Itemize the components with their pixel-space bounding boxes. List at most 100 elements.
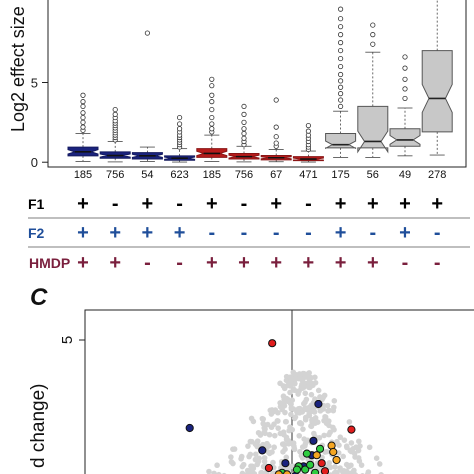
background-point (254, 461, 261, 468)
highlight-point (315, 444, 325, 453)
background-point (296, 432, 303, 439)
y-tick-label: 5 (59, 336, 76, 344)
background-point (306, 384, 312, 391)
outlier-point (177, 121, 183, 127)
background-point (277, 400, 283, 406)
box-body (325, 133, 357, 150)
background-point (216, 471, 222, 474)
box-count-label: 67 (270, 169, 282, 181)
background-point (283, 395, 290, 402)
box-count-label: 471 (299, 169, 317, 181)
background-point (348, 440, 355, 446)
outlier-point (305, 128, 311, 134)
background-point (271, 432, 278, 439)
background-point (266, 431, 273, 438)
box-9: 175 (325, 6, 357, 181)
background-point (287, 389, 293, 396)
background-point (295, 406, 302, 412)
background-point (230, 446, 236, 452)
factor-sign: - (273, 222, 280, 244)
outlier-point (80, 110, 86, 116)
factor-sign: + (77, 222, 89, 244)
background-point (343, 443, 350, 450)
outlier-point (241, 126, 247, 132)
outlier-point (402, 65, 408, 71)
outlier-point (402, 54, 408, 60)
factor-sign: + (399, 193, 411, 215)
box-body (389, 128, 421, 147)
factor-sign: + (206, 252, 218, 274)
highlight-point (268, 339, 277, 348)
background-point (245, 443, 251, 449)
outlier-point (402, 95, 408, 102)
background-point (287, 383, 293, 389)
box-count-label: 185 (74, 169, 92, 181)
factor-sign: + (142, 222, 154, 244)
outlier-point (209, 114, 215, 121)
outlier-point (337, 71, 344, 78)
background-point (326, 418, 332, 424)
outlier-point (241, 130, 247, 137)
background-point (305, 405, 312, 412)
background-point (373, 455, 380, 461)
outlier-point (273, 97, 279, 103)
background-point (260, 420, 267, 427)
outlier-point (80, 124, 86, 130)
highlight-point (329, 447, 338, 457)
highlight-point (282, 470, 292, 474)
box-1: 185 (67, 92, 99, 181)
factor-sign: - (208, 222, 215, 244)
outlier-point (112, 106, 118, 113)
factor-sign: + (367, 193, 379, 215)
background-point (281, 431, 287, 438)
background-point (296, 372, 303, 378)
background-point (345, 463, 352, 470)
background-point (265, 443, 272, 449)
background-points (206, 369, 392, 474)
background-point (321, 417, 327, 424)
highlight-point (332, 455, 341, 465)
highlight-point (312, 451, 321, 460)
factor-sign: + (77, 252, 89, 274)
outlier-point (209, 126, 215, 132)
background-point (264, 421, 271, 428)
box-count-label: 278 (428, 169, 446, 181)
outlier-point (337, 63, 344, 70)
background-point (270, 459, 276, 466)
background-point (228, 454, 234, 460)
factor-sign: - (369, 222, 376, 244)
outlier-point (402, 86, 408, 92)
factor-row-label: F1 (28, 196, 45, 212)
background-point (308, 391, 315, 398)
box-count-label: 54 (141, 169, 153, 181)
outlier-point (80, 114, 86, 121)
background-point (214, 462, 220, 469)
factor-sign: - (434, 222, 441, 244)
panel-label-c: C (30, 284, 48, 311)
background-point (324, 402, 331, 409)
background-point (239, 470, 246, 474)
highlight-point (302, 449, 311, 458)
plot-frame (84, 309, 474, 474)
factor-sign: - (305, 222, 312, 244)
background-point (247, 451, 254, 458)
background-point (283, 418, 289, 425)
y-axis-label: Log2 effect size (8, 6, 28, 132)
background-point (308, 423, 314, 429)
outlier-point (337, 84, 344, 90)
box-body (357, 105, 389, 154)
outlier-point (209, 106, 215, 113)
outlier-point (337, 6, 344, 12)
background-point (270, 408, 277, 415)
highlight-point (292, 465, 302, 474)
background-point (291, 446, 298, 453)
box-12: 278 (421, 0, 453, 181)
background-point (350, 469, 356, 474)
outlier-point (370, 22, 376, 28)
box-count-label: 56 (367, 169, 379, 181)
background-point (356, 438, 362, 445)
background-point (285, 440, 292, 447)
outlier-point (337, 24, 344, 30)
background-point (244, 467, 251, 474)
outlier-point (144, 30, 150, 36)
